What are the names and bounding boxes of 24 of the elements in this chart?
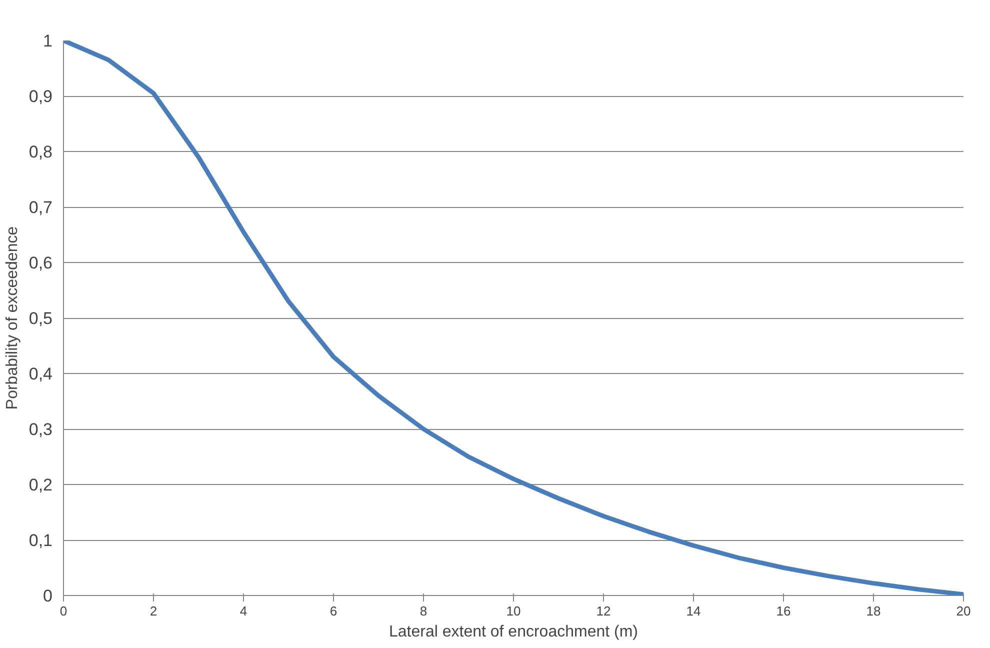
y-tick-label: 0,6 xyxy=(28,254,53,272)
y-tick-label: 0,4 xyxy=(28,364,53,384)
x-tick-label: 12 xyxy=(596,604,611,618)
x-axis-title: Lateral extent of encroachment (m) xyxy=(388,624,638,640)
y-tick-label: 0,1 xyxy=(28,531,53,550)
y-tick-label: 0,3 xyxy=(28,420,53,439)
x-tick-label: 14 xyxy=(686,604,701,618)
y-tick-label: 0,7 xyxy=(28,198,53,217)
x-tick-label: 20 xyxy=(956,604,971,618)
x-tick-label: 2 xyxy=(150,604,158,618)
y-axis-title: Porbability of exceedence xyxy=(4,226,21,410)
y-tick-label: 0,8 xyxy=(28,142,53,162)
y-tick-label: 0 xyxy=(43,586,53,606)
y-tick-label: 0,5 xyxy=(28,309,53,328)
y-tick-label: 0,9 xyxy=(28,87,53,106)
x-tick-label: 0 xyxy=(60,604,68,618)
x-tick-label: 16 xyxy=(776,604,791,618)
y-tick-label: 0,2 xyxy=(28,476,53,494)
x-tick-label: 6 xyxy=(330,604,338,618)
x-tick-label: 4 xyxy=(240,604,248,618)
x-tick-label: 10 xyxy=(506,604,521,618)
x-tick-label: 8 xyxy=(420,604,428,618)
y-tick-label: 1 xyxy=(43,32,53,50)
x-tick-label: 18 xyxy=(866,604,881,618)
